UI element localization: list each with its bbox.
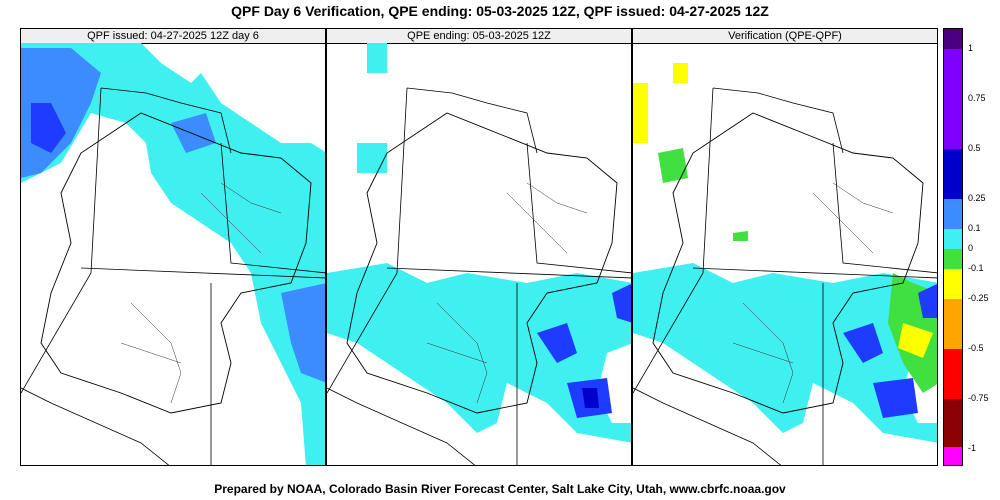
panel-header-qpe: QPE ending: 05-03-2025 12Z — [327, 29, 631, 44]
legend-swatch-mid-blue — [944, 199, 962, 229]
legend-swatch-dark-red — [944, 399, 962, 447]
footer-credit: Prepared by NOAA, Colorado Basin River F… — [214, 482, 786, 496]
legend-label: 0.75 — [968, 93, 986, 103]
page-title: QPF Day 6 Verification, QPE ending: 05-0… — [231, 3, 769, 19]
legend-label: 0 — [968, 243, 974, 253]
legend-swatch-blue-dark — [944, 149, 962, 199]
legend-swatch-purple — [944, 49, 962, 149]
qpf-panel: QPF issued: 04-27-2025 12Z day 6 — [20, 28, 326, 466]
legend-colorbar — [943, 28, 963, 466]
qpf-map — [21, 43, 325, 465]
rivers — [732, 182, 894, 404]
basin-outline — [40, 112, 312, 414]
legend-label: 0.1 — [968, 223, 981, 233]
qpf-precip-areas — [21, 43, 325, 465]
basin-outline — [346, 112, 618, 414]
legend-label: -0.5 — [968, 343, 984, 353]
legend-label: -1 — [968, 443, 977, 453]
rivers — [120, 182, 282, 404]
legend-label: 0.5 — [968, 143, 981, 153]
panel-header-verification: Verification (QPE-QPF) — [633, 29, 937, 44]
verification-map — [633, 63, 937, 465]
legend-swatch-purple-dark — [944, 29, 962, 49]
legend-label: 0.25 — [968, 193, 986, 203]
qpe-map — [327, 43, 631, 465]
rivers — [426, 182, 588, 404]
legend-swatch-green — [944, 249, 962, 269]
legend-label: -0.75 — [968, 393, 989, 403]
legend-swatch-yellow — [944, 269, 962, 299]
qpe-precip-areas — [327, 43, 631, 443]
state-boundaries — [21, 87, 325, 465]
verification-panel: Verification (QPE-QPF) — [632, 28, 938, 466]
legend-swatch-magenta — [944, 447, 962, 465]
qpe-panel: QPE ending: 05-03-2025 12Z — [326, 28, 632, 466]
panel-header-qpf: QPF issued: 04-27-2025 12Z day 6 — [21, 29, 325, 44]
legend-label: -0.1 — [968, 263, 984, 273]
legend-swatch-red — [944, 349, 962, 399]
state-boundaries — [327, 87, 631, 465]
verification-precip-areas — [633, 63, 937, 443]
legend-label: -0.25 — [968, 293, 989, 303]
state-boundaries — [633, 87, 937, 465]
basin-outline — [652, 112, 924, 414]
legend-swatch-cyan — [944, 229, 962, 249]
legend-label: 1 — [968, 43, 974, 53]
legend-swatch-orange — [944, 299, 962, 349]
